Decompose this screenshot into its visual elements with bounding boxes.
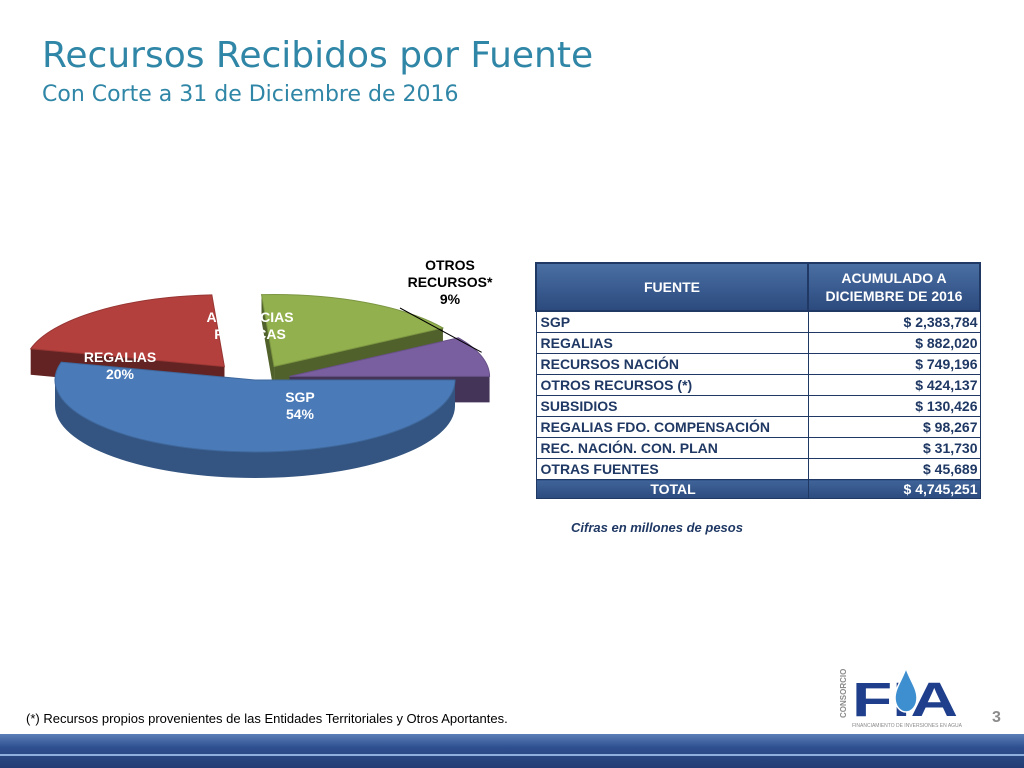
table-cell-fuente: RECURSOS NACIÓN bbox=[535, 353, 809, 375]
table-row: REC. NACIÓN. CON. PLAN $ 31,730 bbox=[535, 437, 981, 459]
table-cell-fuente: SGP bbox=[535, 310, 809, 333]
pie-slice bbox=[289, 337, 491, 377]
column-header-acumulado: ACUMULADO A DICIEMBRE DE 2016 bbox=[807, 262, 981, 312]
slice-label-line: 20% bbox=[106, 366, 135, 382]
table-cell-valor: $ 98,267 bbox=[807, 416, 981, 438]
table-cell-valor: $ 882,020 bbox=[807, 332, 981, 354]
table-cell-valor: $ 749,196 bbox=[807, 353, 981, 375]
slice-label-line: REGALIAS bbox=[84, 349, 156, 365]
table-row: REGALIAS FDO. COMPENSACIÓN $ 98,267 bbox=[535, 416, 981, 438]
table-cell-fuente: REGALIAS FDO. COMPENSACIÓN bbox=[535, 416, 809, 438]
table-cell-fuente: REC. NACIÓN. CON. PLAN bbox=[535, 437, 809, 459]
table-cell-fuente: SUBSIDIOS bbox=[535, 395, 809, 417]
slide-title: Recursos Recibidos por Fuente bbox=[42, 35, 594, 76]
slice-label-line: 17% bbox=[236, 343, 265, 359]
table-cell-valor: $ 130,426 bbox=[807, 395, 981, 417]
fia-logo: CONSORCIO FIA FINANCIAMIENTO DE INVERSIO… bbox=[839, 665, 963, 729]
slice-label: SGP 54% bbox=[285, 389, 315, 422]
slice-label-line: SGP bbox=[285, 389, 315, 405]
pie-slice bbox=[29, 294, 226, 368]
table-row: SGP $ 2,383,784 bbox=[535, 310, 981, 333]
column-header-fuente: FUENTE bbox=[535, 262, 809, 312]
slice-label: AUDIENCIAS PÚBLICAS 17% bbox=[206, 309, 293, 359]
water-drop-icon bbox=[894, 665, 918, 713]
leader-line bbox=[399, 307, 482, 353]
table-cell-fuente: OTRAS FUENTES bbox=[535, 458, 809, 480]
sources-table: FUENTE ACUMULADO A DICIEMBRE DE 2016 SGP… bbox=[535, 262, 981, 499]
footer-line bbox=[0, 754, 1024, 756]
slice-label: OTROS RECURSOS* 9% bbox=[408, 257, 493, 307]
table-cell-valor: $ 424,137 bbox=[807, 374, 981, 396]
slice-label: REGALIAS 20% bbox=[84, 349, 156, 382]
slice-label-line: 54% bbox=[286, 406, 315, 422]
table-row: SUBSIDIOS $ 130,426 bbox=[535, 395, 981, 417]
logo-side-text: CONSORCIO bbox=[839, 669, 848, 718]
table-total-label: TOTAL bbox=[535, 479, 809, 499]
table-cell-fuente: OTROS RECURSOS (*) bbox=[535, 374, 809, 396]
footnote: (*) Recursos propios provenientes de las… bbox=[26, 711, 508, 726]
table-cell-valor: $ 31,730 bbox=[807, 437, 981, 459]
slice-label-line: 9% bbox=[440, 291, 461, 307]
table-total-row: TOTAL $ 4,745,251 bbox=[535, 479, 981, 499]
table-row: RECURSOS NACIÓN $ 749,196 bbox=[535, 353, 981, 375]
pie-slice bbox=[54, 361, 456, 453]
logo-tagline: FINANCIAMIENTO DE INVERSIONES EN AGUA bbox=[852, 723, 963, 729]
table-row: REGALIAS $ 882,020 bbox=[535, 332, 981, 354]
table-total-value: $ 4,745,251 bbox=[807, 479, 981, 499]
pie-slice bbox=[260, 294, 445, 368]
table-cell-valor: $ 45,689 bbox=[807, 458, 981, 480]
table-cell-fuente: REGALIAS bbox=[535, 332, 809, 354]
units-note: Cifras en millones de pesos bbox=[571, 520, 743, 535]
slide-subtitle: Con Corte a 31 de Diciembre de 2016 bbox=[42, 82, 459, 107]
slice-label-line: OTROS bbox=[425, 257, 475, 273]
table-row: OTROS RECURSOS (*) $ 424,137 bbox=[535, 374, 981, 396]
footer-bar bbox=[0, 734, 1024, 768]
slice-label-line: RECURSOS* bbox=[408, 274, 493, 290]
page-number: 3 bbox=[992, 709, 1001, 726]
pie-chart: SGP 54% REGALIAS 20% AUDIENCIAS PÚBLICAS 17% OT… bbox=[29, 257, 493, 478]
slice-label-line: PÚBLICAS bbox=[214, 325, 286, 342]
table-row: OTRAS FUENTES $ 45,689 bbox=[535, 458, 981, 480]
table-header-row: FUENTE ACUMULADO A DICIEMBRE DE 2016 bbox=[535, 262, 981, 312]
table-cell-valor: $ 2,383,784 bbox=[807, 310, 981, 333]
slice-label-line: AUDIENCIAS bbox=[206, 309, 293, 325]
